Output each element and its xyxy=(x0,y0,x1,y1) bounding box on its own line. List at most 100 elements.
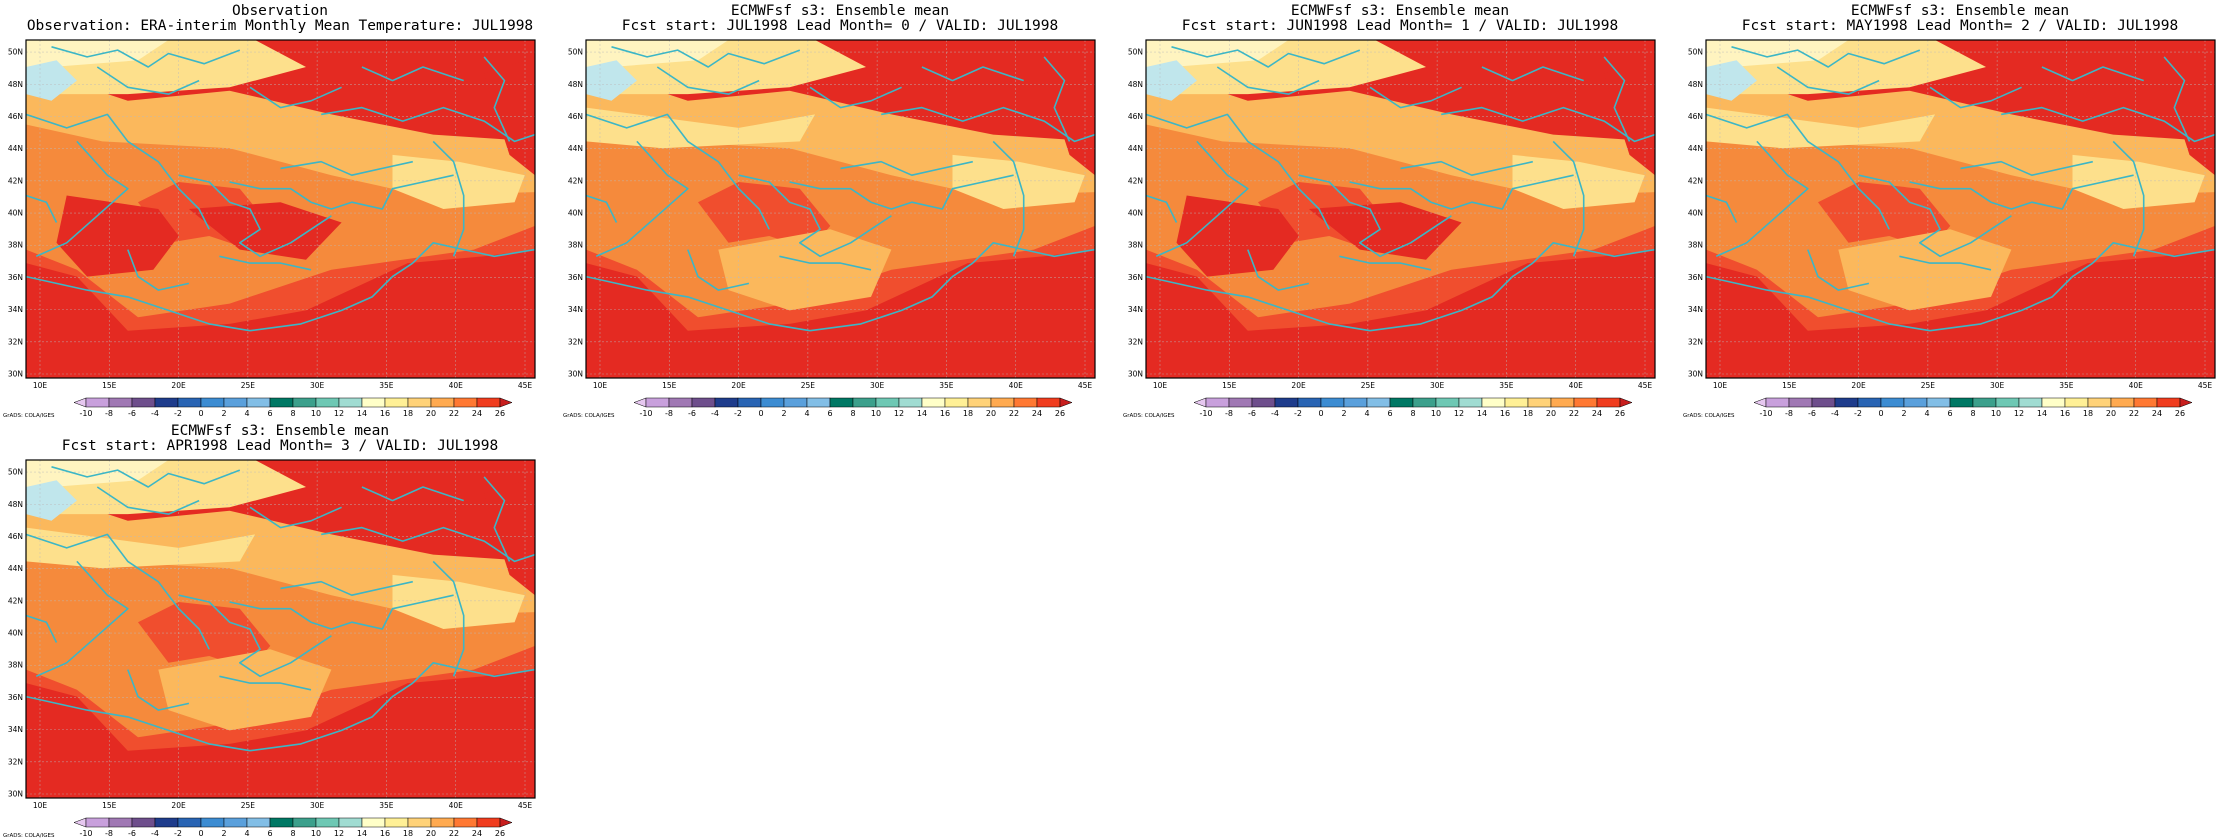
panel-subtitle: Fcst start: JUL1998 Lead Month= 0 / VALI… xyxy=(621,18,1059,34)
lon-tick-label: 40E xyxy=(1569,381,1584,390)
colorbar-label: -10 xyxy=(79,409,92,418)
colorbar-label: -2 xyxy=(1294,409,1302,418)
colorbar-swatch xyxy=(1013,397,1038,408)
lon-tick-label: 30E xyxy=(310,381,325,390)
colorbar-label: -10 xyxy=(1199,409,1212,418)
coastline xyxy=(840,160,973,176)
coastline xyxy=(26,614,58,643)
colorbar-label: -4 xyxy=(1271,409,1279,418)
colorbar-label: 4 xyxy=(1924,409,1929,418)
lat-tick-label: 38N xyxy=(8,661,23,670)
colorbar-swatch xyxy=(1435,397,1460,408)
map-panel-lead-2: ECMWFsf s3: Ensemble mean Fcst start: MA… xyxy=(1680,0,2240,420)
lon-tick-label: 35E xyxy=(2059,381,2074,390)
colorbar-swatch xyxy=(1834,397,1859,408)
colorbar-swatch xyxy=(1788,397,1813,408)
lon-tick-label: 20E xyxy=(171,801,186,810)
colorbar-label: 0 xyxy=(198,829,203,838)
colorbar-swatch xyxy=(1228,397,1253,408)
colorbar-label: -4 xyxy=(151,829,159,838)
colorbar-label: 24 xyxy=(472,829,482,838)
coastline xyxy=(26,113,210,230)
colorbar-label: 12 xyxy=(2014,409,2024,418)
coastline xyxy=(687,249,750,291)
coastline xyxy=(789,174,1014,210)
colorbar-swatch xyxy=(200,817,225,828)
colorbar-label: 14 xyxy=(917,409,927,418)
colorbar-label: 4 xyxy=(244,829,249,838)
colorbar-label: 4 xyxy=(1364,409,1369,418)
coastline xyxy=(595,140,689,258)
colorbar-swatch xyxy=(852,397,877,408)
colorbar-label: 6 xyxy=(267,409,272,418)
coastline xyxy=(321,526,535,563)
lon-tick-label: 30E xyxy=(1990,381,2005,390)
lat-tick-label: 36N xyxy=(1128,273,1143,282)
colorbar-label: 10 xyxy=(1991,409,2001,418)
panel-title: ECMWFsf s3: Ensemble mean xyxy=(730,3,950,19)
panel-subtitle: Fcst start: JUN1998 Lead Month= 1 / VALI… xyxy=(1181,18,1619,34)
colorbar-label: 26 xyxy=(495,829,505,838)
coastline xyxy=(2112,140,2145,257)
colorbar-swatch xyxy=(453,397,478,408)
coastline xyxy=(1929,86,2022,109)
coastline xyxy=(127,249,190,291)
lat-tick-label: 40N xyxy=(1128,209,1143,218)
map-panel-observation: Observation Observation: ERA-interim Mon… xyxy=(0,0,560,420)
coastline xyxy=(229,594,454,630)
colorbar-swatch xyxy=(476,397,501,408)
coastline xyxy=(178,594,332,678)
panel-title: Observation xyxy=(231,3,329,19)
lon-tick-label: 30E xyxy=(310,801,325,810)
colorbar-label: 8 xyxy=(850,409,855,418)
colorbar-swatch xyxy=(315,397,340,408)
coastline xyxy=(1909,174,2134,210)
lat-tick-label: 50N xyxy=(568,48,583,57)
lon-tick-label: 30E xyxy=(1430,381,1445,390)
colorbar-swatch xyxy=(1412,397,1437,408)
lon-tick-label: 20E xyxy=(1291,381,1306,390)
coastline xyxy=(249,506,342,529)
lat-tick-label: 48N xyxy=(1128,80,1143,89)
coastline xyxy=(96,486,200,515)
colorbar-label: 10 xyxy=(311,409,321,418)
colorbar-swatch xyxy=(921,397,946,408)
lon-tick-label: 10E xyxy=(33,801,48,810)
lon-tick-label: 45E xyxy=(518,801,533,810)
colorbar-label: 2 xyxy=(1341,409,1346,418)
lat-tick-label: 50N xyxy=(8,468,23,477)
coastline xyxy=(586,113,770,230)
colorbar-swatch xyxy=(430,817,455,828)
lat-tick-label: 32N xyxy=(1128,337,1143,346)
colorbar-swatch xyxy=(2156,397,2181,408)
colorbar-swatch xyxy=(1297,397,1322,408)
colorbar-swatch xyxy=(783,397,808,408)
coastline xyxy=(249,262,414,332)
colorbar-swatch xyxy=(177,397,202,408)
coastline xyxy=(249,86,342,109)
coastline xyxy=(656,66,760,95)
colorbar-label: -8 xyxy=(665,409,673,418)
lon-tick-label: 35E xyxy=(379,381,394,390)
colorbar-label: 8 xyxy=(290,829,295,838)
coastline xyxy=(26,533,210,650)
lon-tick-label: 40E xyxy=(449,801,464,810)
coastline xyxy=(1715,140,1809,258)
colorbar-label: 18 xyxy=(963,409,973,418)
coastline xyxy=(26,695,251,752)
coastline xyxy=(1899,255,1992,271)
colorbar-label: 6 xyxy=(1387,409,1392,418)
coastline xyxy=(1731,46,1921,68)
colorbar-label: 26 xyxy=(495,409,505,418)
colorbar-label: 8 xyxy=(290,409,295,418)
grads-credit: GrADS: COLA/IGES xyxy=(1123,413,1175,419)
temperature-field xyxy=(26,40,535,378)
colorbar-label: 20 xyxy=(426,829,436,838)
lon-tick-label: 15E xyxy=(662,381,677,390)
colorbar-swatch xyxy=(315,817,340,828)
colorbar-swatch xyxy=(1926,397,1951,408)
lat-tick-label: 34N xyxy=(1128,305,1143,314)
lat-tick-label: 40N xyxy=(1688,209,1703,218)
colorbar-swatch xyxy=(361,397,386,408)
colorbar-swatch xyxy=(2064,397,2089,408)
